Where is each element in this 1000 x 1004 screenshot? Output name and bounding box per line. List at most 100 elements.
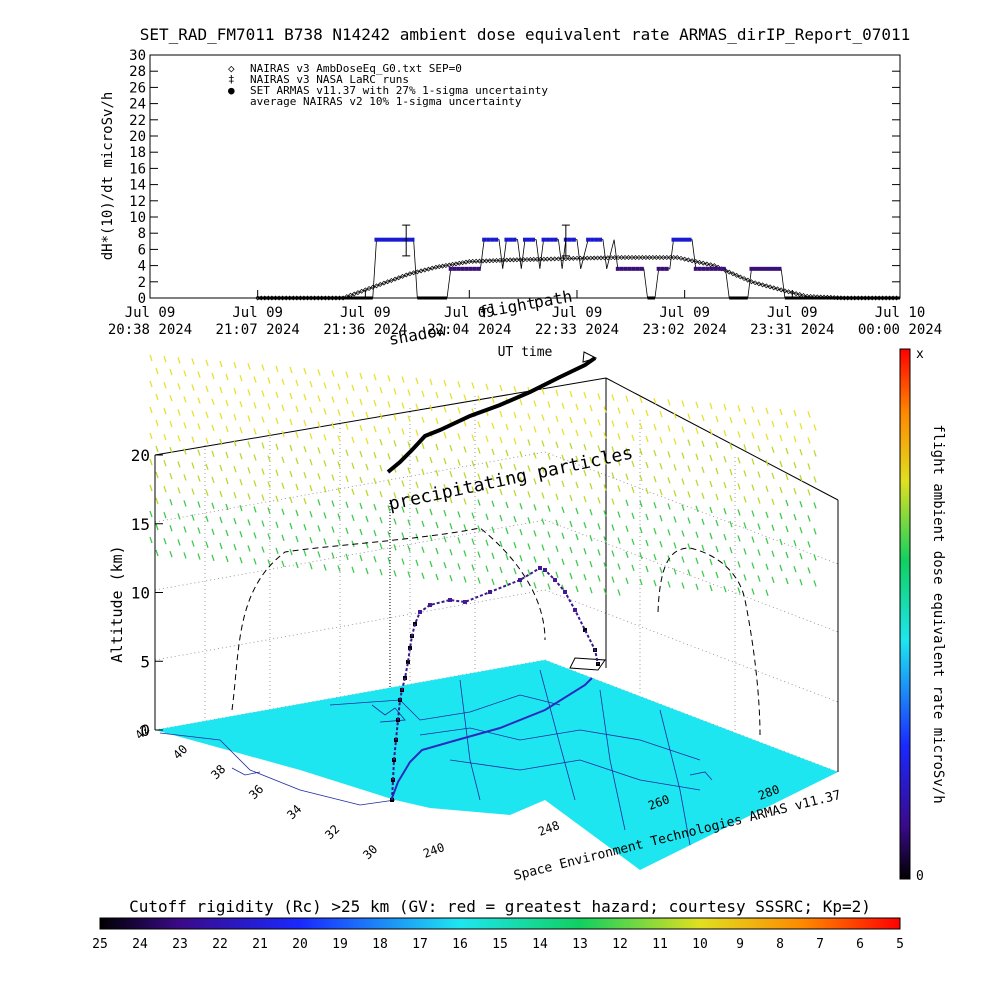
particle-mark: [163, 485, 167, 493]
particle-mark: [211, 528, 215, 536]
rigidity-tick-label: 13: [572, 937, 588, 952]
particle-mark: [471, 486, 475, 493]
particle-mark: [233, 517, 237, 525]
particle-mark: [617, 589, 621, 596]
particle-mark: [337, 383, 341, 390]
particle-mark: [443, 561, 447, 569]
particle-mark: [653, 553, 657, 561]
particle-mark: [303, 523, 307, 531]
x-tick-date: Jul 09: [767, 305, 818, 321]
particle-mark: [359, 528, 363, 536]
particle-mark: [589, 430, 593, 438]
particle-mark: [639, 396, 643, 404]
particle-mark: [631, 460, 635, 468]
particle-mark: [771, 524, 775, 532]
particle-mark: [267, 559, 271, 566]
particle-mark: [303, 549, 307, 557]
particle-mark: [317, 473, 321, 480]
rigidity-tick-label: 20: [292, 937, 308, 952]
particle-mark: [239, 452, 243, 460]
particle-mark: [267, 533, 271, 540]
particle-mark: [197, 423, 201, 430]
armas-point: [664, 266, 669, 271]
particle-mark: [183, 448, 187, 455]
particle-mark: [169, 420, 173, 428]
particle-mark: [575, 455, 579, 463]
particle-mark: [673, 464, 677, 471]
particle-mark: [239, 504, 243, 512]
legend-label: SET ARMAS v11.37 with 27% 1-sigma uncert…: [250, 84, 548, 97]
particle-mark: [667, 581, 671, 588]
nairas-point: [700, 260, 706, 266]
particle-mark: [163, 381, 167, 389]
particle-mark: [701, 466, 705, 474]
particle-mark: [247, 363, 251, 370]
legend-label: NAIRAS v3 NASA LaRC runs: [250, 73, 409, 86]
particle-mark: [365, 567, 369, 575]
particle-mark: [317, 551, 321, 558]
particle-mark: [799, 422, 803, 430]
particle-mark: [575, 585, 579, 593]
particle-mark: [519, 424, 523, 432]
particle-mark: [569, 520, 573, 528]
particle-mark: [533, 426, 537, 433]
particle-mark: [457, 511, 461, 518]
particle-mark: [387, 427, 391, 434]
armas-point: [567, 237, 572, 242]
armas-point: [660, 266, 665, 271]
particle-mark: [359, 372, 363, 380]
particle-mark: [695, 583, 699, 591]
particle-mark: [219, 386, 223, 394]
particle-mark: [583, 521, 587, 529]
particle-mark: [281, 560, 285, 568]
particle-mark: [645, 461, 649, 469]
particle-mark: [519, 476, 523, 484]
particle-mark: [463, 550, 467, 557]
profile-point: [428, 603, 432, 607]
particle-mark: [583, 573, 587, 581]
particle-mark: [449, 496, 453, 504]
particle-mark: [785, 551, 789, 559]
x-tick-time: 23:02 2024: [643, 322, 727, 338]
particle-mark: [631, 486, 635, 494]
particle-mark: [309, 458, 313, 466]
particle-mark: [295, 509, 299, 517]
particle-mark: [575, 481, 579, 489]
nairas-point: [538, 256, 544, 262]
particle-mark: [645, 513, 649, 521]
nairas-point: [615, 255, 621, 261]
particle-mark: [323, 538, 327, 545]
particle-mark: [155, 523, 159, 531]
particle-mark: [561, 532, 565, 540]
nairas-point: [646, 255, 652, 260]
particle-mark: [667, 477, 671, 484]
particle-mark: [197, 501, 201, 508]
particle-mark: [555, 415, 559, 423]
particle-mark: [499, 514, 503, 522]
armas-point: [777, 266, 782, 271]
particle-mark: [295, 405, 299, 413]
particle-mark: [191, 488, 195, 495]
particle-mark: [233, 387, 237, 395]
particle-mark: [323, 434, 327, 441]
armas-point: [635, 266, 640, 271]
particle-mark: [597, 549, 601, 556]
particle-mark: [169, 472, 173, 480]
precipitating-particles-label: precipitating particles: [387, 443, 635, 515]
armas-point: [476, 266, 481, 271]
particle-mark: [267, 403, 271, 410]
particle-mark: [793, 513, 797, 521]
particle-mark: [191, 384, 195, 391]
nairas-point: [793, 291, 799, 297]
x-tick-date: Jul 09: [125, 305, 176, 321]
particle-mark: [513, 515, 517, 523]
nairas-point: [778, 287, 784, 293]
particle-mark: [443, 405, 447, 413]
particle-mark: [505, 423, 509, 431]
particle-mark: [435, 547, 439, 555]
armas-point: [761, 266, 766, 271]
particle-mark: [709, 454, 713, 462]
particle-mark: [659, 566, 663, 574]
particle-mark: [765, 511, 769, 519]
